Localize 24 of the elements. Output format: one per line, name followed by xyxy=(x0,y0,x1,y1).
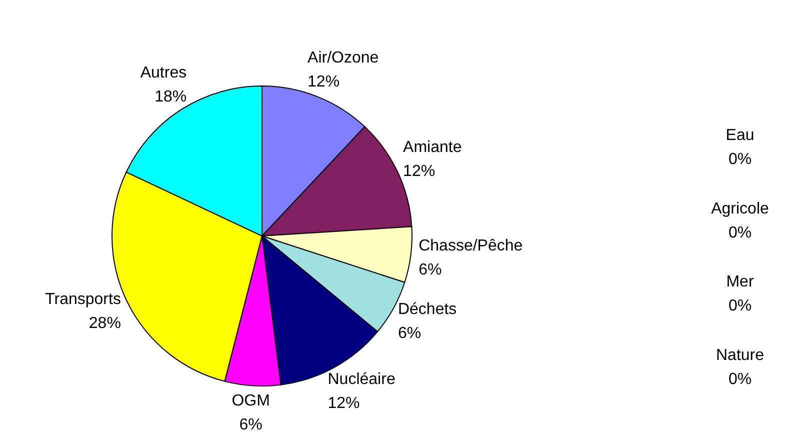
slice-label: Amiante xyxy=(403,139,462,156)
category-label: Agricole xyxy=(711,200,769,218)
data-label: 6% xyxy=(418,261,442,278)
data-label: 12% xyxy=(403,163,436,180)
category-label: Nature xyxy=(716,347,764,364)
data-label: 12% xyxy=(308,74,340,90)
data-label: 18% xyxy=(154,88,187,106)
slice-label: Nucléaire xyxy=(328,370,396,388)
text: 0% xyxy=(728,151,752,168)
slice-label: Chasse/Pêche xyxy=(418,237,523,254)
category-label: Eau xyxy=(726,127,754,144)
data-label: 28% xyxy=(88,314,121,332)
category-label: Mer xyxy=(726,274,754,291)
text: 0% xyxy=(728,371,752,388)
slice-label: Déchets xyxy=(398,300,457,318)
data-label: 6% xyxy=(239,416,262,434)
data-label: 6% xyxy=(398,324,422,342)
slice-label: OGM xyxy=(232,392,270,410)
slice-label: Air/Ozone xyxy=(308,50,379,66)
slice-label: Transports xyxy=(45,290,121,308)
text: 0% xyxy=(728,298,752,315)
text: 0% xyxy=(728,224,752,242)
data-label: 12% xyxy=(328,394,360,412)
slice-label: Autres xyxy=(140,64,187,82)
